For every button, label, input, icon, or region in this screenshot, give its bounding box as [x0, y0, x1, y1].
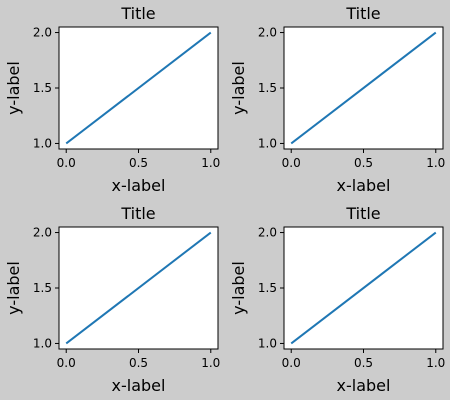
y-tick-label: 1.0 [258, 336, 277, 350]
x-tick-label: 1.0 [201, 156, 220, 170]
subplot-2: Title 0.0 0.5 1.0 1.0 1.5 2.0 x-label y-label [229, 4, 445, 195]
subplot-4: Title 0.0 0.5 1.0 1.0 1.5 2.0 x-label y-label [229, 204, 445, 395]
subplot-1: Title 0.0 0.5 1.0 1.0 1.5 2.0 x-label y-label [4, 4, 220, 195]
series-line [290, 231, 437, 345]
y-axis-label: y-label [229, 261, 248, 315]
x-tick-label: 1.0 [201, 356, 220, 370]
series-line [290, 31, 437, 145]
x-tick-label: 0.0 [57, 156, 76, 170]
y-tick-label: 2.0 [33, 226, 52, 240]
y-axis-label: y-label [4, 261, 23, 315]
x-tick-label: 1.0 [426, 356, 445, 370]
y-tick-label: 1.5 [258, 281, 277, 295]
y-tick-label: 1.0 [258, 136, 277, 150]
series-line [65, 31, 212, 145]
series-line [65, 231, 212, 345]
x-tick-label: 0.5 [129, 356, 148, 370]
y-tick-label: 1.5 [33, 281, 52, 295]
x-tick-label: 0.5 [129, 156, 148, 170]
subplot-title: Title [345, 204, 380, 223]
x-tick-label: 1.0 [426, 156, 445, 170]
y-tick-label: 1.5 [258, 81, 277, 95]
y-tick-label: 2.0 [258, 26, 277, 40]
y-axis-label: y-label [4, 61, 23, 115]
y-tick-label: 2.0 [258, 226, 277, 240]
x-axis-label: x-label [337, 376, 391, 395]
y-axis-label: y-label [229, 61, 248, 115]
y-tick-label: 2.0 [33, 26, 52, 40]
x-axis-label: x-label [112, 376, 166, 395]
x-tick-label: 0.0 [282, 356, 301, 370]
y-tick-label: 1.5 [33, 81, 52, 95]
y-tick-label: 1.0 [33, 136, 52, 150]
subplot-title: Title [120, 4, 155, 23]
subplot-3: Title 0.0 0.5 1.0 1.0 1.5 2.0 x-label y-label [4, 204, 220, 395]
subplot-title: Title [345, 4, 380, 23]
x-tick-label: 0.5 [354, 356, 373, 370]
x-tick-label: 0.0 [282, 156, 301, 170]
x-tick-label: 0.0 [57, 356, 76, 370]
x-axis-label: x-label [337, 176, 391, 195]
x-axis-label: x-label [112, 176, 166, 195]
y-tick-label: 1.0 [33, 336, 52, 350]
x-tick-label: 0.5 [354, 156, 373, 170]
subplot-title: Title [120, 204, 155, 223]
